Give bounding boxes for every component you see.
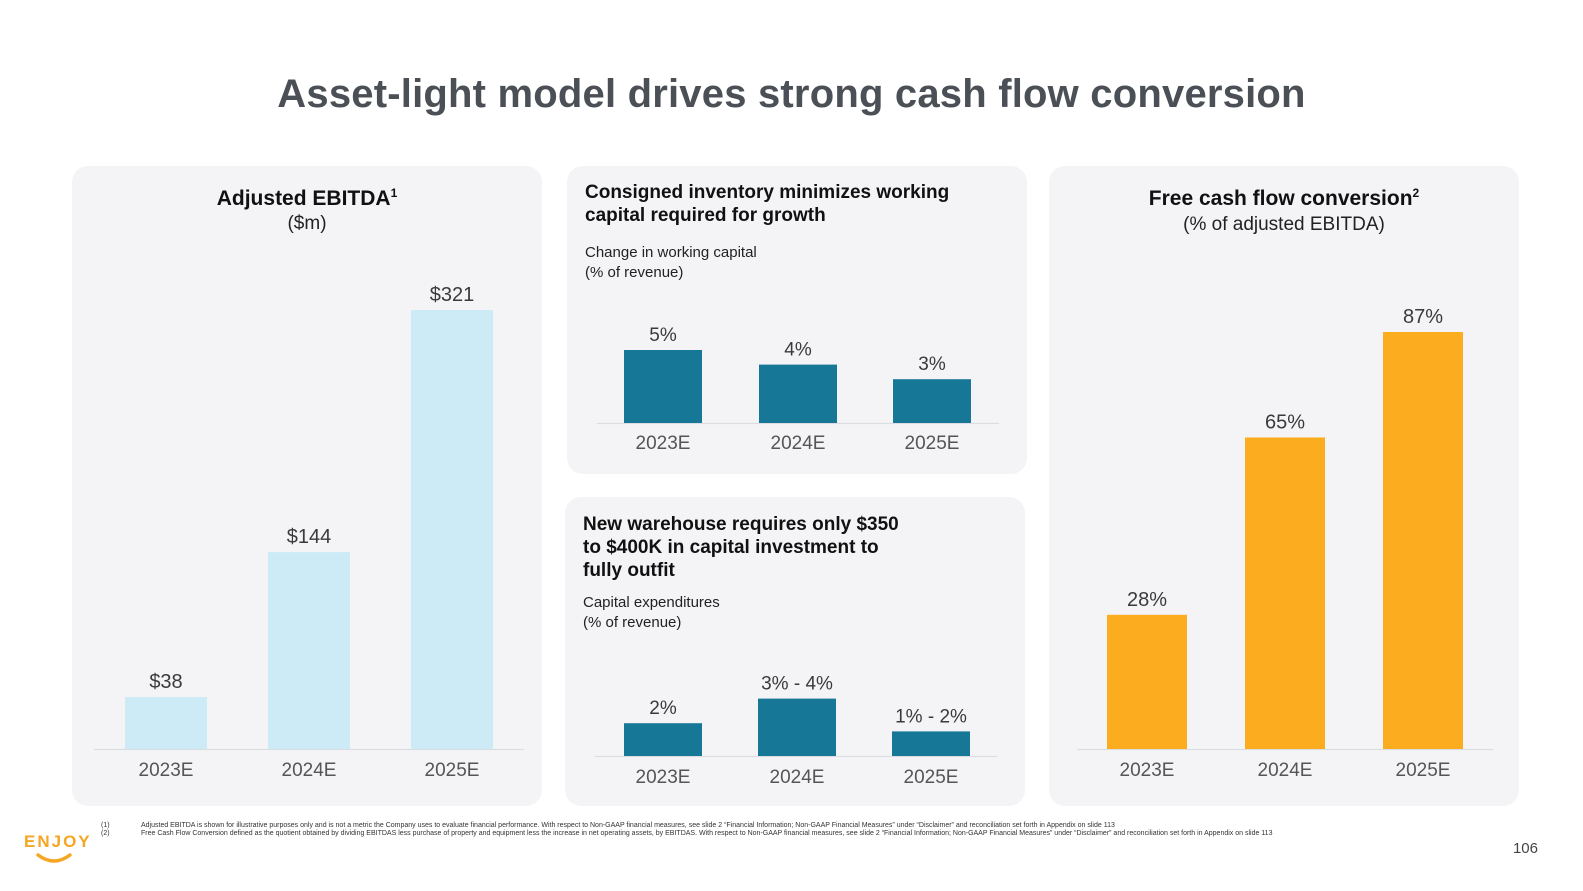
fcf-conversion-panel: Free cash flow conversion2 (% of adjuste… <box>1049 166 1519 806</box>
capex-x-tick-label: 2025E <box>904 767 959 788</box>
capex-bar-2023E <box>624 723 702 756</box>
fcf-x-tick-label: 2024E <box>1258 760 1313 781</box>
ebitda-value-label: $321 <box>430 284 475 306</box>
ebitda-x-tick-label: 2024E <box>282 760 337 781</box>
fcf-conversion-chart: 28% 2023E 65% 2024E 87% 2025E <box>1077 306 1493 781</box>
capex-title: New warehouse requires only $350 to $400… <box>583 513 899 582</box>
capex-title-line1: New warehouse requires only $350 <box>583 514 899 535</box>
working-capital-subtitle: Change in working capital (% of revenue) <box>585 243 757 283</box>
footnote-num-1: (1) <box>101 822 110 829</box>
working-capital-value-label: 5% <box>649 325 677 346</box>
capex-value-label: 1% - 2% <box>895 706 967 727</box>
footnote-2: Free Cash Flow Conversion defined as the… <box>141 830 1273 837</box>
fcf-x-tick-label: 2023E <box>1120 760 1175 781</box>
capex-x-tick-label: 2024E <box>770 767 825 788</box>
footnotes: Adjusted EBITDA is shown for illustrativ… <box>141 822 1371 838</box>
working-capital-x-tick-label: 2023E <box>636 433 691 454</box>
capex-panel: New warehouse requires only $350 to $400… <box>565 497 1025 806</box>
footnote-ref-2: 2 <box>1412 186 1420 200</box>
capex-bar-2025E <box>892 731 970 756</box>
footnote-ref-1: 1 <box>390 186 398 200</box>
ebitda-bar-2025E <box>411 310 493 749</box>
capex-sub-line1: Capital expenditures <box>583 594 720 611</box>
ebitda-value-label: $144 <box>287 526 332 548</box>
footnote-1: Adjusted EBITDA is shown for illustrativ… <box>141 822 1115 829</box>
adjusted-ebitda-panel: Adjusted EBITDA1 ($m) $38 2023E $144 2024E $… <box>72 166 542 806</box>
logo-text: ENJOY <box>24 832 92 851</box>
enjoy-logo: ENJOY <box>24 832 92 863</box>
capex-sub-line2: (% of revenue) <box>583 614 682 631</box>
capex-x-tick-label: 2023E <box>636 767 691 788</box>
fcf-bar-2025E <box>1383 332 1463 749</box>
working-capital-sub-line2: (% of revenue) <box>585 264 684 281</box>
fcf-bar-2024E <box>1245 437 1325 749</box>
adjusted-ebitda-title-text: Adjusted EBITDA <box>216 187 391 210</box>
ebitda-bar-2023E <box>125 697 207 749</box>
ebitda-x-tick-label: 2025E <box>425 760 480 781</box>
footnote-num-2: (2) <box>101 830 110 837</box>
capex-subtitle: Capital expenditures (% of revenue) <box>583 593 720 633</box>
adjusted-ebitda-chart: $38 2023E $144 2024E $321 2025E <box>94 284 524 781</box>
working-capital-sub-line1: Change in working capital <box>585 244 757 261</box>
capex-title-line3: fully outfit <box>583 560 675 581</box>
footnote-numbers: (1) (2) <box>101 822 110 838</box>
capex-chart: 2% 2023E 3% - 4% 2024E 1% - 2% 2025E <box>595 674 997 788</box>
working-capital-title: Consigned inventory minimizes working ca… <box>585 181 949 227</box>
fcf-conversion-title: Free cash flow conversion2 <box>1049 186 1519 211</box>
page-number: 106 <box>1512 840 1538 857</box>
fcf-value-label: 65% <box>1265 411 1305 433</box>
fcf-value-label: 28% <box>1127 589 1167 611</box>
adjusted-ebitda-subtitle: ($m) <box>287 213 327 234</box>
fcf-conversion-title-text: Free cash flow conversion <box>1148 187 1413 210</box>
fcf-value-label: 87% <box>1403 306 1443 328</box>
capex-bar-2024E <box>758 698 836 756</box>
working-capital-x-tick-label: 2024E <box>771 433 826 454</box>
ebitda-value-label: $38 <box>149 671 182 693</box>
adjusted-ebitda-title: Adjusted EBITDA1 <box>72 186 542 211</box>
capex-value-label: 2% <box>649 698 677 719</box>
fcf-bar-2023E <box>1107 614 1187 749</box>
working-capital-value-label: 4% <box>784 340 812 361</box>
working-capital-chart: 5% 2023E 4% 2024E 3% 2025E <box>597 325 999 454</box>
working-capital-bar-2023E <box>624 350 702 423</box>
working-capital-bar-2025E <box>893 379 971 423</box>
fcf-conversion-subtitle: (% of adjusted EBITDA) <box>1183 214 1385 235</box>
capex-value-label: 3% - 4% <box>761 674 833 695</box>
ebitda-x-tick-label: 2023E <box>139 760 194 781</box>
capex-title-line2: to $400K in capital investment to <box>583 537 879 558</box>
working-capital-title-line2: capital required for growth <box>585 205 826 226</box>
working-capital-x-tick-label: 2025E <box>905 433 960 454</box>
fcf-x-tick-label: 2025E <box>1396 760 1451 781</box>
ebitda-bar-2024E <box>268 552 350 749</box>
slide-title: Asset-light model drives strong cash flo… <box>277 72 1306 116</box>
working-capital-panel: Consigned inventory minimizes working ca… <box>567 166 1027 474</box>
working-capital-value-label: 3% <box>918 354 946 375</box>
smile-icon <box>36 853 72 863</box>
working-capital-bar-2024E <box>759 364 837 423</box>
working-capital-title-line1: Consigned inventory minimizes working <box>585 182 950 203</box>
